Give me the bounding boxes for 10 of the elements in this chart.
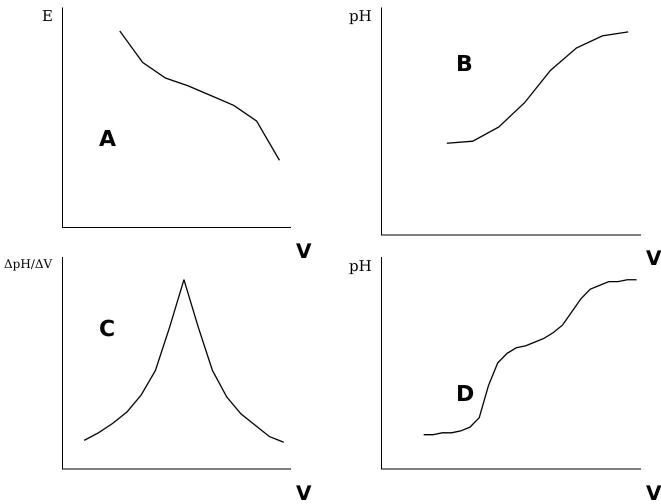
annotation: C [99,317,116,342]
annotation: A [99,127,116,152]
y-axis-title: ΔpH/ΔV [4,257,53,271]
y-axis-title: pH [349,257,372,275]
x-axis-title: V [296,239,312,263]
annotation: B [456,52,473,77]
annotation: D [456,382,474,407]
x-axis-title: V [296,481,312,504]
y-axis-title: E [42,7,53,25]
y-axis-title: pH [349,7,372,25]
